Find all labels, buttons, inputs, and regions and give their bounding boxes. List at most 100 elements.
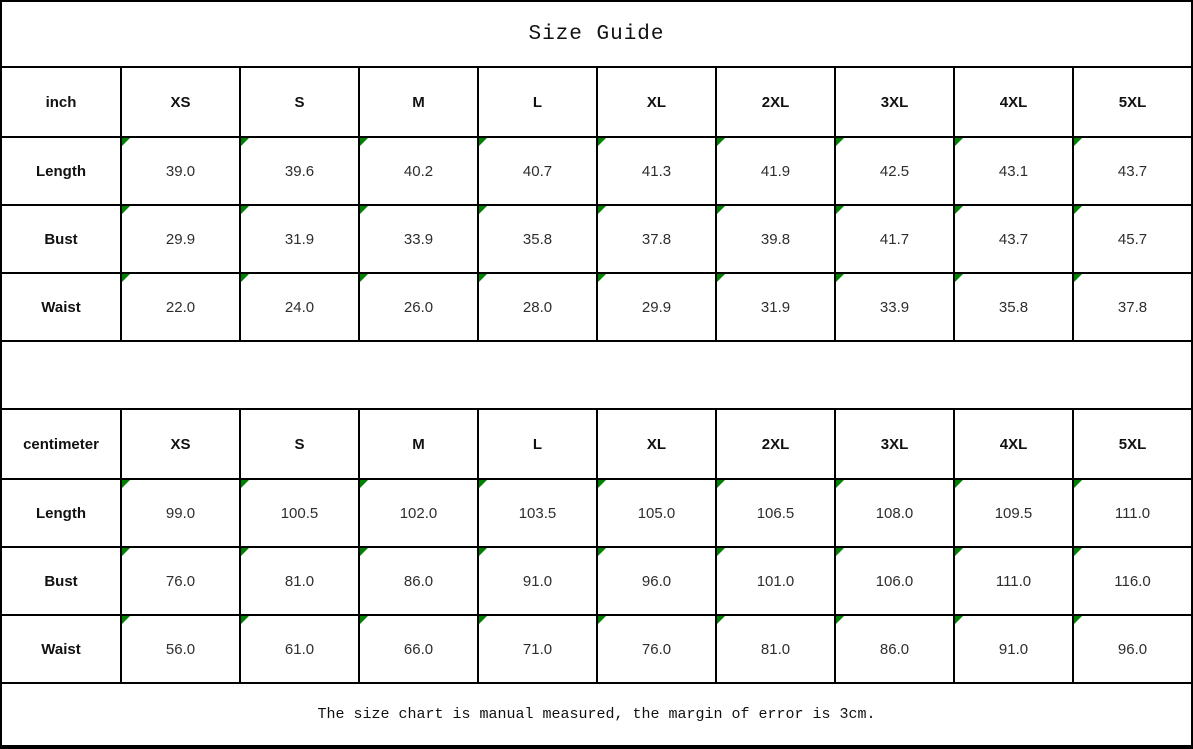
green-corner-marker-icon [123, 207, 130, 214]
value-text: 24.0 [284, 298, 315, 316]
size-header-l: L [477, 408, 598, 480]
green-corner-marker-icon [480, 481, 487, 488]
value-text: 76.0 [165, 572, 196, 590]
row-label-length: Length [0, 478, 122, 548]
row-label-bust: Bust [0, 204, 122, 274]
value-cell: 40.7 [477, 136, 598, 206]
green-corner-marker-icon [480, 139, 487, 146]
value-text: 39.6 [284, 162, 315, 180]
green-corner-marker-icon [361, 207, 368, 214]
green-corner-marker-icon [1075, 275, 1082, 282]
value-text: 26.0 [403, 298, 434, 316]
green-corner-marker-icon [718, 207, 725, 214]
size-header-2xl: 2XL [715, 408, 836, 480]
value-text: 103.5 [518, 504, 557, 522]
value-cell: 43.7 [953, 204, 1074, 274]
green-corner-marker-icon [1075, 481, 1082, 488]
size-header-row-inch: inch XS S M L XL 2XL 3XL 4XL 5XL [0, 66, 1193, 138]
green-corner-marker-icon [242, 139, 249, 146]
green-corner-marker-icon [1075, 549, 1082, 556]
value-cell: 41.9 [715, 136, 836, 206]
footer-row: The size chart is manual measured, the m… [0, 682, 1193, 749]
value-cell: 28.0 [477, 272, 598, 342]
value-text: 22.0 [165, 298, 196, 316]
green-corner-marker-icon [242, 481, 249, 488]
green-corner-marker-icon [242, 549, 249, 556]
green-corner-marker-icon [361, 275, 368, 282]
value-cell: 91.0 [953, 614, 1074, 684]
size-header-xs: XS [120, 408, 241, 480]
value-cell: 103.5 [477, 478, 598, 548]
value-cell: 66.0 [358, 614, 479, 684]
green-corner-marker-icon [480, 275, 487, 282]
spacer-cell [0, 340, 1193, 410]
size-header-4xl: 4XL [953, 66, 1074, 138]
unit-label-centimeter: centimeter [0, 408, 122, 480]
green-corner-marker-icon [242, 275, 249, 282]
value-text: 86.0 [403, 572, 434, 590]
table-row-inch-bust: Bust 29.9 31.9 33.9 35.8 37.8 39.8 41.7 43.7 45.7 [0, 204, 1193, 274]
value-cell: 109.5 [953, 478, 1074, 548]
green-corner-marker-icon [599, 617, 606, 624]
value-text: 41.3 [641, 162, 672, 180]
value-text: 33.9 [403, 230, 434, 248]
size-header-2xl: 2XL [715, 66, 836, 138]
green-corner-marker-icon [837, 139, 844, 146]
value-text: 91.0 [998, 640, 1029, 658]
page-title: Size Guide [0, 0, 1193, 68]
value-text: 31.9 [760, 298, 791, 316]
value-text: 96.0 [1117, 640, 1148, 658]
value-text: 29.9 [165, 230, 196, 248]
value-cell: 56.0 [120, 614, 241, 684]
green-corner-marker-icon [123, 549, 130, 556]
value-text: 99.0 [165, 504, 196, 522]
value-text: 96.0 [641, 572, 672, 590]
value-cell: 41.3 [596, 136, 717, 206]
value-cell: 33.9 [358, 204, 479, 274]
green-corner-marker-icon [123, 617, 130, 624]
green-corner-marker-icon [956, 481, 963, 488]
value-cell: 42.5 [834, 136, 955, 206]
size-header-xs: XS [120, 66, 241, 138]
value-cell: 86.0 [834, 614, 955, 684]
value-text: 40.2 [403, 162, 434, 180]
green-corner-marker-icon [480, 617, 487, 624]
value-cell: 39.0 [120, 136, 241, 206]
green-corner-marker-icon [956, 207, 963, 214]
value-cell: 81.0 [715, 614, 836, 684]
size-header-s: S [239, 66, 360, 138]
value-cell: 71.0 [477, 614, 598, 684]
green-corner-marker-icon [242, 207, 249, 214]
spacer-row [0, 340, 1193, 410]
value-text: 35.8 [998, 298, 1029, 316]
unit-label-inch: inch [0, 66, 122, 138]
value-cell: 106.5 [715, 478, 836, 548]
green-corner-marker-icon [718, 481, 725, 488]
value-text: 29.9 [641, 298, 672, 316]
value-cell: 26.0 [358, 272, 479, 342]
value-cell: 106.0 [834, 546, 955, 616]
green-corner-marker-icon [480, 549, 487, 556]
green-corner-marker-icon [837, 207, 844, 214]
value-cell: 99.0 [120, 478, 241, 548]
size-header-5xl: 5XL [1072, 66, 1193, 138]
value-cell: 102.0 [358, 478, 479, 548]
value-cell: 111.0 [1072, 478, 1193, 548]
size-header-m: M [358, 66, 479, 138]
value-text: 45.7 [1117, 230, 1148, 248]
value-cell: 35.8 [477, 204, 598, 274]
value-text: 43.7 [998, 230, 1029, 248]
value-cell: 37.8 [1072, 272, 1193, 342]
table-row-centimeter-waist: Waist 56.0 61.0 66.0 71.0 76.0 81.0 86.0 91.0 96.… [0, 614, 1193, 684]
row-label-waist: Waist [0, 614, 122, 684]
value-text: 66.0 [403, 640, 434, 658]
green-corner-marker-icon [718, 139, 725, 146]
green-corner-marker-icon [718, 549, 725, 556]
green-corner-marker-icon [837, 549, 844, 556]
value-cell: 101.0 [715, 546, 836, 616]
value-cell: 37.8 [596, 204, 717, 274]
green-corner-marker-icon [480, 207, 487, 214]
green-corner-marker-icon [361, 549, 368, 556]
